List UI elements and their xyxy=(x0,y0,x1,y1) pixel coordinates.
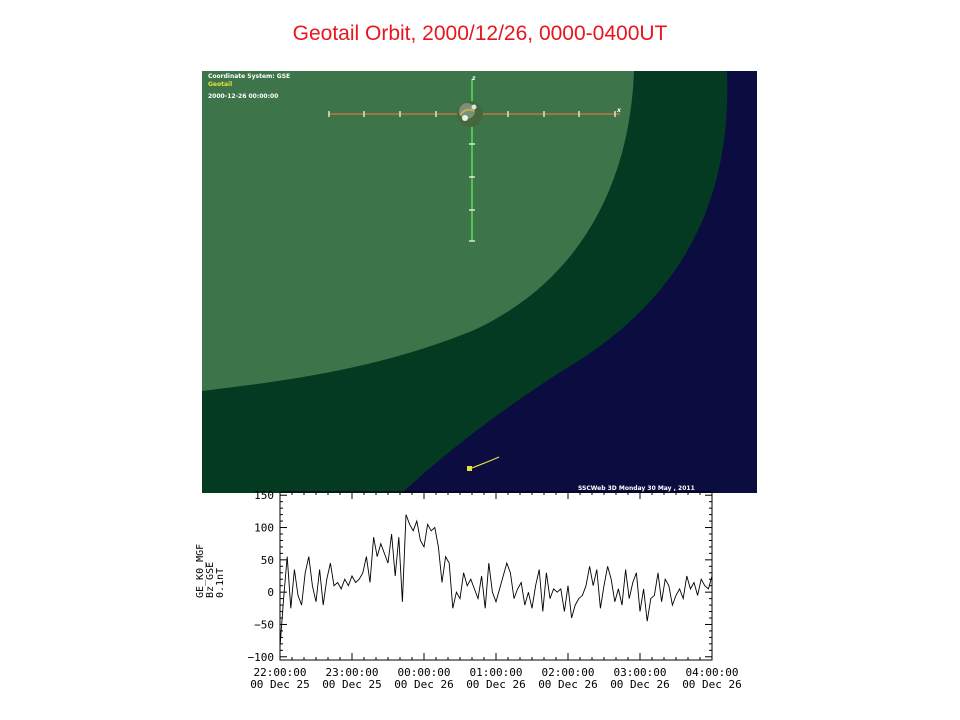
x-axis-ticks xyxy=(328,111,616,117)
x-tick-marks xyxy=(279,492,713,660)
y-tick-labels: 150 100 50 0 −50 −100 xyxy=(248,489,275,664)
z-axis-ticks xyxy=(469,143,475,242)
x-tick-time: 00:00:00 xyxy=(398,666,451,679)
orbit-visualization: Coordinate System: GSE Geotail 2000-12-2… xyxy=(202,71,757,493)
y-tick-label: 50 xyxy=(261,554,274,567)
y-axis-label: GE_K0_MGF Bz GSE 0.1nT xyxy=(195,538,226,598)
z-axis-label: z xyxy=(472,75,476,82)
x-tick-date: 00 Dec 26 xyxy=(610,678,670,691)
x-tick-date: 00 Dec 25 xyxy=(322,678,382,691)
y-tick-label: 100 xyxy=(254,522,274,535)
x-tick-time: 03:00:00 xyxy=(614,666,667,679)
magnetosphere-region xyxy=(202,71,634,391)
bz-line-chart: 150 100 50 0 −50 −100 22:00:00 00 Dec 25 23:00:… xyxy=(195,486,760,696)
x-tick-date: 00 Dec 26 xyxy=(466,678,526,691)
y-tick-label: −50 xyxy=(254,618,274,631)
timestamp-label: 2000-12-26 00:00:00 xyxy=(208,93,279,100)
x-tick-time: 22:00:00 xyxy=(254,666,307,679)
x-tick-date: 00 Dec 26 xyxy=(538,678,598,691)
x-tick-time: 02:00:00 xyxy=(542,666,595,679)
x-tick-date: 00 Dec 26 xyxy=(394,678,454,691)
x-tick-time: 04:00:00 xyxy=(686,666,739,679)
x-axis-label: x xyxy=(617,107,621,114)
y-tick-marks xyxy=(280,494,712,658)
page-title: Geotail Orbit, 2000/12/26, 0000-0400UT xyxy=(292,22,668,45)
y-tick-label: 150 xyxy=(254,489,274,502)
plot-frame xyxy=(279,491,713,661)
orbit-scene xyxy=(202,71,757,493)
y-tick-label: −100 xyxy=(248,651,275,664)
earth-globe xyxy=(457,101,483,127)
bz-series-line xyxy=(279,514,713,648)
x-tick-date: 00 Dec 26 xyxy=(682,678,742,691)
x-tick-time: 01:00:00 xyxy=(470,666,523,679)
y-label-line: 0.1nT xyxy=(215,567,226,598)
y-tick-label: 0 xyxy=(267,586,274,599)
footer-label: SSCWeb 3D Monday 30 May , 2011 xyxy=(578,485,695,492)
spacecraft-label: Geotail xyxy=(208,81,233,88)
coordinate-system-label: Coordinate System: GSE xyxy=(208,73,291,80)
x-tick-date: 00 Dec 25 xyxy=(250,678,310,691)
orbit-track xyxy=(467,456,500,471)
x-tick-time: 23:00:00 xyxy=(326,666,379,679)
